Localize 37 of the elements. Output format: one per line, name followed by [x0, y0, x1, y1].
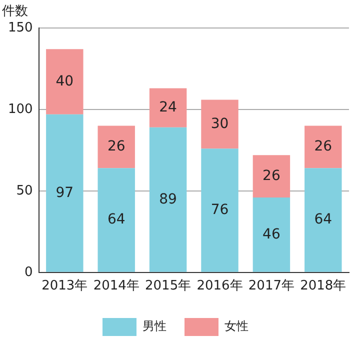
data-label: 30	[210, 116, 229, 132]
bar	[149, 127, 187, 272]
data-label: 64	[314, 212, 332, 228]
x-tick-label: 2014年	[93, 278, 140, 294]
x-tick-label: 2017年	[248, 278, 294, 294]
x-tick-label: 2015年	[145, 278, 192, 294]
x-tick-label: 2018年	[300, 278, 346, 294]
data-label: 26	[314, 138, 332, 155]
bar	[149, 88, 187, 128]
data-label: 40	[56, 73, 74, 90]
x-tick-label: 2016年	[196, 278, 243, 294]
bar	[98, 126, 135, 168]
bar	[201, 148, 238, 272]
data-label: 24	[159, 99, 178, 116]
data-label: 97	[56, 184, 74, 201]
y-tick-label: 0	[24, 264, 33, 280]
data-label: 26	[262, 168, 280, 184]
y-tick-label: 50	[16, 183, 33, 198]
y-axis-title: 件数	[2, 3, 28, 20]
data-label: 26	[107, 138, 126, 155]
bar	[98, 168, 135, 272]
y-tick-label: 150	[8, 20, 33, 36]
bar	[46, 49, 84, 114]
bar	[252, 155, 290, 198]
x-tick-label: 2013年	[42, 278, 88, 294]
bar	[201, 100, 238, 149]
y-tick-label: 100	[8, 102, 33, 117]
bar	[252, 197, 290, 272]
data-label: 46	[262, 226, 280, 242]
bar	[304, 126, 342, 168]
data-label: 89	[159, 191, 177, 208]
bar	[46, 114, 84, 272]
bar	[304, 168, 342, 272]
data-label: 76	[210, 202, 229, 218]
data-label: 64	[107, 212, 126, 228]
legend-label: 女性	[224, 319, 248, 334]
legend-label: 男性	[142, 319, 166, 334]
